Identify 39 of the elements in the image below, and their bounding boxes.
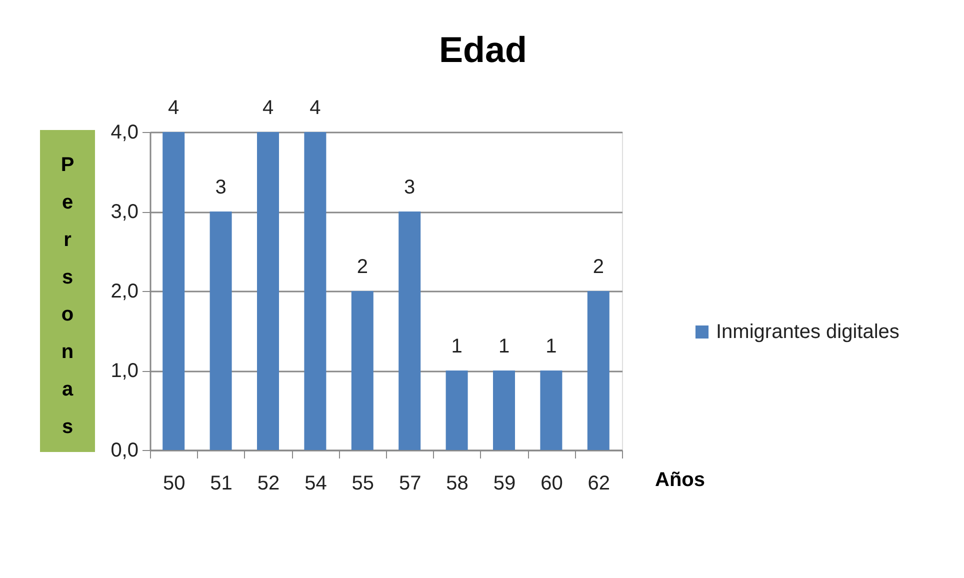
y-tick-label: 3,0 <box>110 201 138 223</box>
data-label: 3 <box>404 176 416 198</box>
data-label: 2 <box>356 256 368 278</box>
data-label: 3 <box>215 176 226 198</box>
bar <box>257 132 279 450</box>
x-tick-label: 54 <box>304 472 327 494</box>
x-tick-label: 62 <box>588 472 610 494</box>
bar <box>398 212 421 450</box>
bar <box>446 370 468 450</box>
y-axis-title: Personas <box>60 154 74 438</box>
bar <box>304 132 326 450</box>
x-axis-title: Años <box>655 469 705 491</box>
x-tick-label: 58 <box>446 472 468 494</box>
bar <box>162 132 185 450</box>
data-label: 4 <box>262 97 274 119</box>
y-tick-label: 4,0 <box>110 122 138 144</box>
x-tick-label: 52 <box>257 472 280 494</box>
data-label: 4 <box>168 97 180 119</box>
x-tick-label: 55 <box>352 472 374 494</box>
x-tick-label: 50 <box>162 472 186 494</box>
data-label: 2 <box>592 256 604 278</box>
x-tick-label: 51 <box>210 472 232 494</box>
x-tick-label: 60 <box>540 472 563 494</box>
bar <box>493 370 515 450</box>
legend-label: Inmigrantes digitales <box>716 321 900 343</box>
bar <box>351 291 374 450</box>
data-label: 1 <box>498 336 510 358</box>
bar <box>210 212 232 450</box>
y-tick-label: 2,0 <box>110 280 138 302</box>
x-tick-label: 59 <box>493 472 516 494</box>
data-label: 1 <box>451 336 462 358</box>
chart-title: Edad <box>438 29 528 70</box>
bar <box>587 291 610 450</box>
data-label: 1 <box>546 336 557 358</box>
y-tick-label: 0,0 <box>110 440 138 462</box>
data-label: 4 <box>310 97 321 119</box>
bar <box>540 370 562 450</box>
y-tick-label: 1,0 <box>110 360 138 382</box>
x-tick-label: 57 <box>398 472 422 494</box>
